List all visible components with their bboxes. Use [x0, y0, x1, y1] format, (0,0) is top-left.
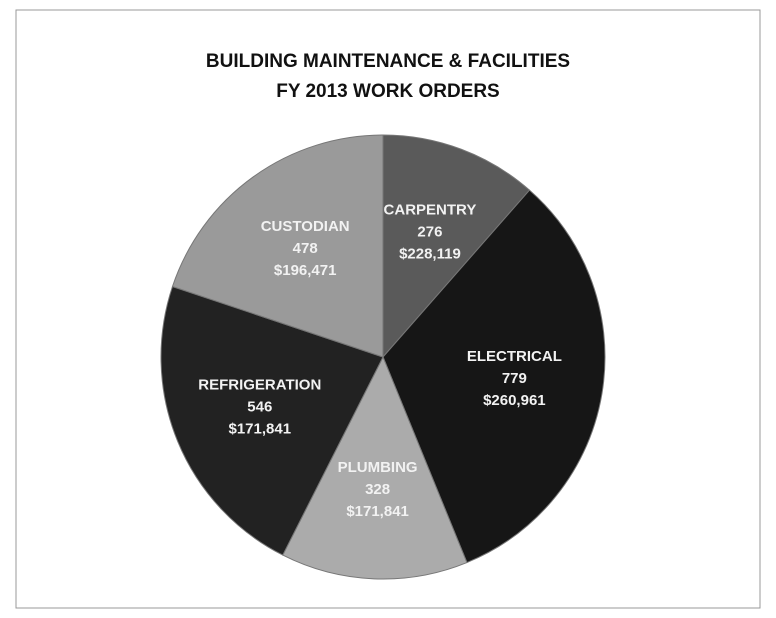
- pie-slice: [382, 134, 531, 359]
- slice-value-label: 779: [502, 370, 527, 387]
- slice-value-label: 328: [365, 481, 390, 498]
- slice-value-label: 276: [417, 223, 442, 240]
- pie-slice: [382, 189, 606, 564]
- slice-amount-label: $196,471: [274, 262, 337, 279]
- chart-subtitle: FY 2013 WORK ORDERS: [276, 81, 499, 102]
- slice-category-label: ELECTRICAL: [467, 348, 562, 365]
- chart-title: BUILDING MAINTENANCE & FACILITIES: [206, 51, 570, 72]
- slice-amount-label: $260,961: [483, 392, 546, 409]
- slice-amount-label: $171,841: [228, 421, 291, 438]
- slice-amount-label: $171,841: [346, 503, 409, 520]
- slice-category-label: REFRIGERATION: [198, 377, 321, 394]
- slice-category-label: PLUMBING: [338, 459, 418, 476]
- slice-value-label: 546: [247, 399, 272, 416]
- slice-category-label: CARPENTRY: [384, 201, 477, 218]
- pie-slice: [171, 134, 384, 358]
- pie-slice: [160, 285, 384, 556]
- pie-slice: [282, 355, 468, 580]
- slice-value-label: 478: [293, 240, 318, 257]
- slice-amount-label: $228,119: [399, 245, 461, 262]
- slice-category-label: CUSTODIAN: [261, 218, 350, 235]
